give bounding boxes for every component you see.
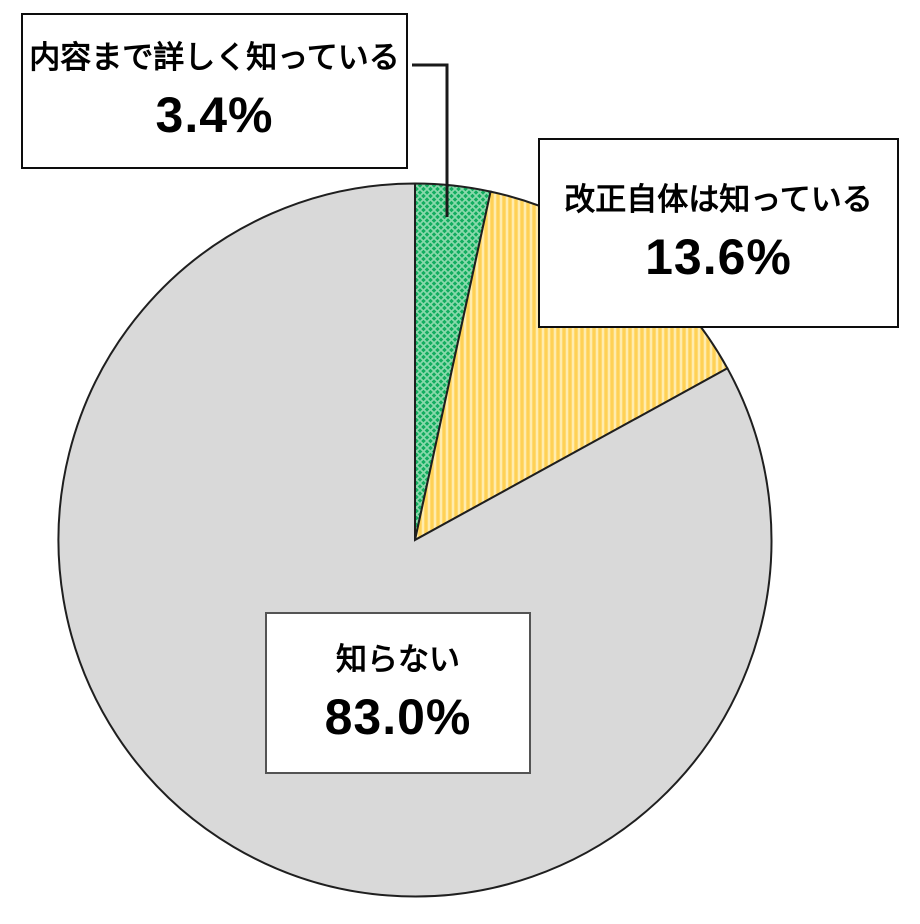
callout-know-of-amendment: 改正自体は知っている 13.6% xyxy=(538,138,899,328)
pie-slice-unaware xyxy=(57,182,773,898)
callout-know-of-amendment-label: 改正自体は知っている xyxy=(564,182,873,218)
callout-unaware-label: 知らない xyxy=(336,642,460,678)
callout-know-details-percent: 3.4% xyxy=(155,86,274,143)
callout-unaware-percent: 83.0% xyxy=(324,688,472,745)
callout-know-details-label: 内容まで詳しく知っている xyxy=(29,40,400,76)
callout-know-of-amendment-percent: 13.6% xyxy=(645,228,792,285)
leader-line xyxy=(412,63,449,217)
callout-know-details: 内容まで詳しく知っている 3.4% xyxy=(21,13,408,169)
callout-unaware: 知らない 83.0% xyxy=(265,612,531,774)
